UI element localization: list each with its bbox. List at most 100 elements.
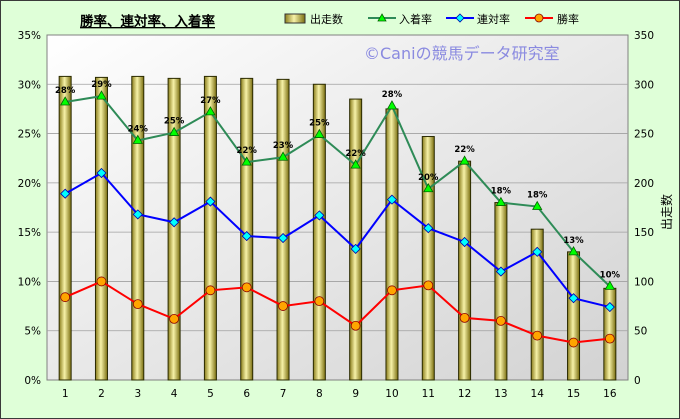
point-marker (60, 292, 71, 303)
legend-marker-circle-icon (534, 13, 544, 23)
left-axis-ticks: 0% 5% 10% 15% 20% 25% 30% 35% (18, 30, 41, 387)
x-axis-ticks: 1 2 3 4 5 6 7 8 9 10 11 12 13 14 15 16 (62, 388, 617, 400)
x-axis-tick-label: 3 (134, 388, 141, 400)
bar (385, 108, 399, 381)
right-axis-title: 出走数 (659, 194, 674, 230)
x-axis-tick-label: 6 (243, 388, 250, 400)
right-axis-tick-label: 250 (634, 129, 654, 141)
data-label: 27% (200, 96, 221, 106)
x-axis-tick-label: 7 (280, 388, 287, 400)
x-axis-tick-label: 2 (98, 388, 105, 400)
legend-label-quinella: 連対率 (477, 12, 510, 26)
bar (276, 78, 290, 381)
point-marker (314, 128, 325, 138)
legend-marker-diamond-icon (455, 13, 465, 23)
bar (167, 77, 181, 381)
data-label: 22% (454, 145, 475, 155)
point-marker (205, 106, 216, 116)
right-axis-tick-label: 150 (634, 227, 654, 239)
bar (349, 98, 363, 381)
point-marker (568, 246, 579, 256)
data-label: 22% (345, 149, 366, 159)
point-marker (132, 299, 143, 310)
data-label: 23% (273, 141, 294, 151)
point-marker (350, 243, 361, 254)
legend-marker-triangle-icon (377, 13, 387, 22)
bar (530, 228, 544, 381)
point-marker (96, 276, 107, 287)
left-axis-tick-label: 10% (18, 276, 41, 288)
data-label: 28% (55, 86, 76, 96)
point-marker (350, 159, 361, 169)
x-axis-tick-label: 14 (531, 388, 545, 400)
point-marker (532, 246, 543, 257)
bar (203, 75, 217, 381)
point-marker (277, 151, 289, 161)
right-axis-tick-label: 350 (634, 30, 654, 42)
point-marker (386, 100, 398, 110)
data-label: 28% (382, 90, 403, 100)
data-label: 24% (128, 124, 149, 134)
left-axis-tick-label: 20% (18, 178, 41, 190)
legend-label-win: 勝率 (557, 12, 579, 26)
point-marker (96, 90, 107, 100)
left-axis-tick-label: 35% (18, 30, 41, 42)
point-marker (495, 196, 507, 206)
point-marker (169, 217, 180, 228)
x-axis-tick-label: 1 (62, 388, 69, 400)
right-axis-tick-label: 200 (634, 178, 654, 190)
x-axis-tick-label: 15 (567, 388, 580, 400)
bar (131, 75, 145, 381)
right-axis-tick-label: 300 (634, 79, 654, 91)
point-marker (241, 231, 252, 242)
point-marker (495, 266, 506, 277)
point-marker (132, 134, 143, 144)
x-axis-tick-label: 10 (385, 388, 398, 400)
data-label: 29% (91, 80, 112, 90)
point-marker (496, 315, 506, 326)
point-marker (386, 194, 398, 205)
point-marker (59, 96, 71, 106)
series-line (64, 171, 611, 309)
point-marker (568, 293, 579, 304)
point-marker (277, 232, 289, 244)
point-marker (604, 301, 615, 313)
point-marker (423, 223, 434, 234)
point-marker (241, 156, 252, 166)
point-marker (96, 167, 107, 179)
bar (494, 202, 508, 381)
point-marker (241, 282, 252, 293)
point-marker (532, 330, 543, 341)
data-label: 10% (600, 270, 621, 280)
data-label: 13% (563, 236, 584, 246)
point-marker (568, 337, 579, 348)
left-axis-tick-label: 15% (18, 227, 41, 239)
bar (312, 83, 326, 381)
left-axis-tick-label: 5% (24, 326, 41, 338)
legend-label-place: 入着率 (399, 12, 432, 26)
x-axis-tick-label: 9 (352, 388, 359, 400)
x-axis-tick-label: 11 (422, 388, 435, 400)
series-line (64, 280, 610, 344)
line-series (59, 90, 616, 348)
legend: 出走数 入着率 連対率 勝率 (284, 12, 579, 26)
right-axis-tick-label: 50 (634, 326, 647, 338)
point-marker (350, 320, 361, 331)
left-axis-tick-label: 30% (18, 79, 41, 91)
bar (58, 75, 72, 381)
point-marker (314, 296, 325, 307)
right-axis-tick-label: 0 (634, 375, 641, 387)
point-marker (423, 182, 434, 193)
legend-swatch-bar (284, 13, 306, 24)
right-axis-tick-label: 100 (634, 276, 654, 288)
data-label: 18% (491, 187, 512, 197)
point-marker (60, 188, 71, 199)
bar (94, 76, 108, 381)
chart-title: 勝率、連対率、入着率 (80, 13, 215, 30)
point-marker (604, 280, 616, 290)
x-axis-tick-label: 12 (458, 388, 471, 400)
point-marker (532, 200, 543, 210)
point-marker (459, 312, 470, 323)
point-marker (168, 126, 180, 136)
